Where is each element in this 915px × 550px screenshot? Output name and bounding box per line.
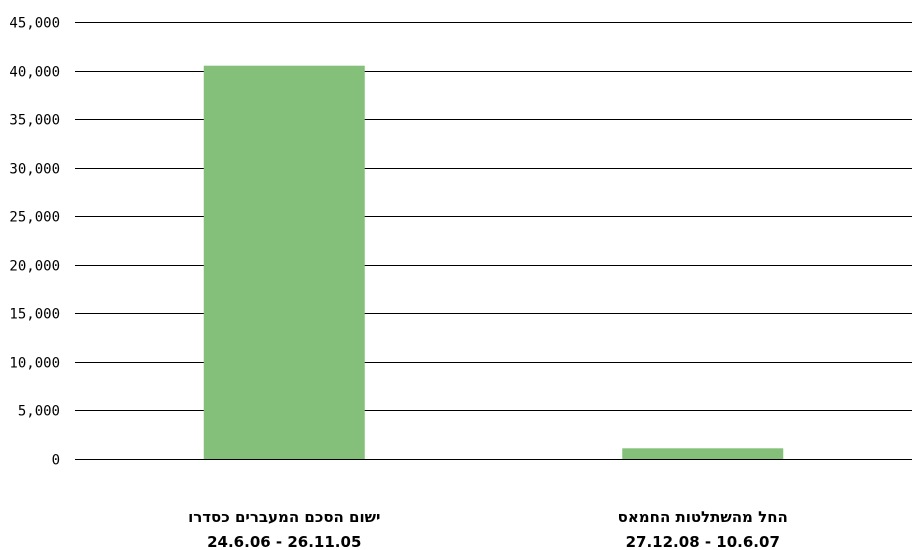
- bar: [203, 65, 365, 459]
- y-tick-label: 40,000: [9, 65, 60, 81]
- y-tick-label: 25,000: [9, 210, 60, 226]
- y-tick-label: 35,000: [9, 113, 60, 129]
- category-label: ישום הסכם המעברים כסדרו: [188, 508, 380, 526]
- y-tick-label: 20,000: [9, 259, 60, 275]
- y-tick-label: 0: [52, 453, 60, 469]
- category-date-range: 24.6.06 - 26.11.05: [207, 533, 361, 550]
- y-tick-label: 5,000: [18, 404, 60, 420]
- y-tick-label: 15,000: [9, 307, 60, 323]
- category-date-range: 27.12.08 - 10.6.07: [626, 533, 780, 550]
- bar: [622, 448, 784, 459]
- y-tick-label: 10,000: [9, 356, 60, 372]
- y-tick-label: 45,000: [9, 16, 60, 32]
- y-tick-label: 30,000: [9, 162, 60, 178]
- category-label: החל מהשתלטות החמאס: [618, 508, 788, 526]
